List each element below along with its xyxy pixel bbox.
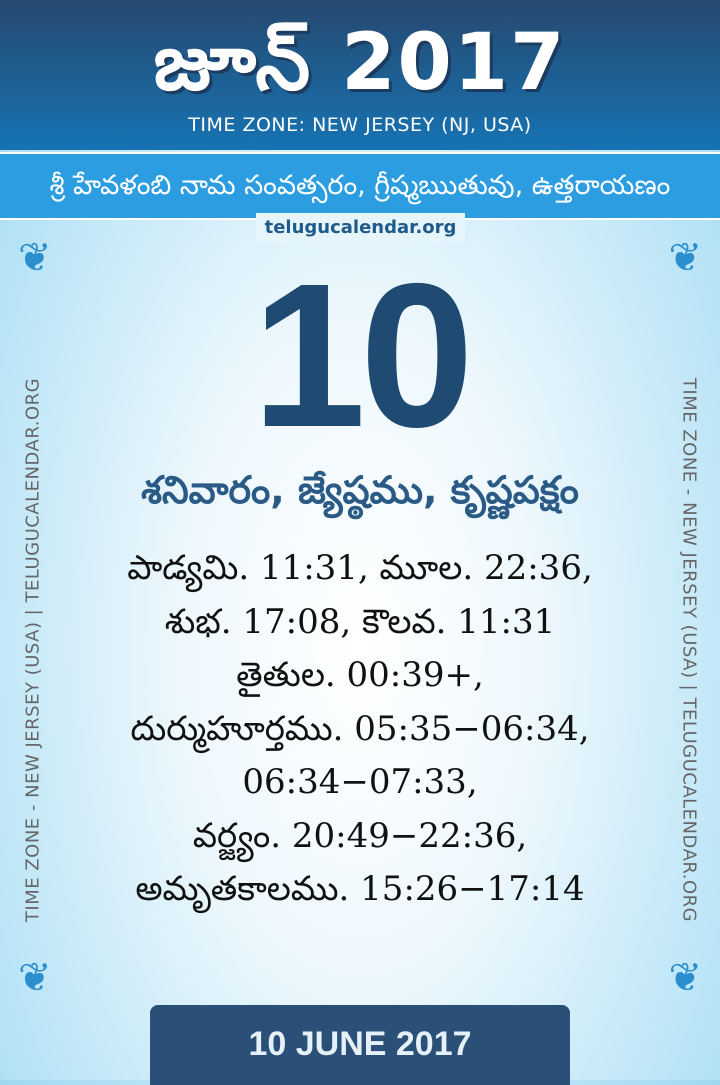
detail-line: శుభ. 17:08, కౌలవ. 11:31 [164,601,556,642]
year-info-band: శ్రీ హేవళంబి నామ సంవత్సరం, గ్రీష్మఋతువు,… [0,152,720,220]
detail-line: తైతుల. 00:39+, [236,655,484,695]
footer-date: 10 JUNE 2017 [150,1005,570,1085]
detail-line: 06:34−07:33, [242,762,478,802]
day-number: 10 [251,241,474,470]
weekday-month-paksha: శనివారం, జ్యేష్ఠము, కృష్ణపక్షం [141,468,579,512]
site-link[interactable]: telugucalendar.org [256,213,465,242]
corner-ornament-icon: ❦ [668,955,702,1001]
detail-line: వర్జ్యం. 20:49−22:36, [192,815,528,856]
detail-line: దుర్ముహూర్తము. 05:35−06:34, [130,708,590,749]
detail-line: అమృతకాలము. 15:26−17:14 [135,869,585,909]
corner-ornament-icon: ❦ [18,955,52,1001]
corner-ornament-icon: ❦ [668,235,702,281]
panchang-details: పాడ్యమి. 11:31, మూల. 22:36, శుభ. 17:08, … [0,542,720,917]
corner-ornament-icon: ❦ [18,235,52,281]
detail-line: పాడ్యమి. 11:31, మూల. 22:36, [127,548,593,588]
header: జూన్ 2017 TIME ZONE: NEW JERSEY (NJ, USA… [0,0,720,150]
timezone-label: TIME ZONE: NEW JERSEY (NJ, USA) [188,114,532,136]
month-title: జూన్ 2017 [153,18,567,108]
